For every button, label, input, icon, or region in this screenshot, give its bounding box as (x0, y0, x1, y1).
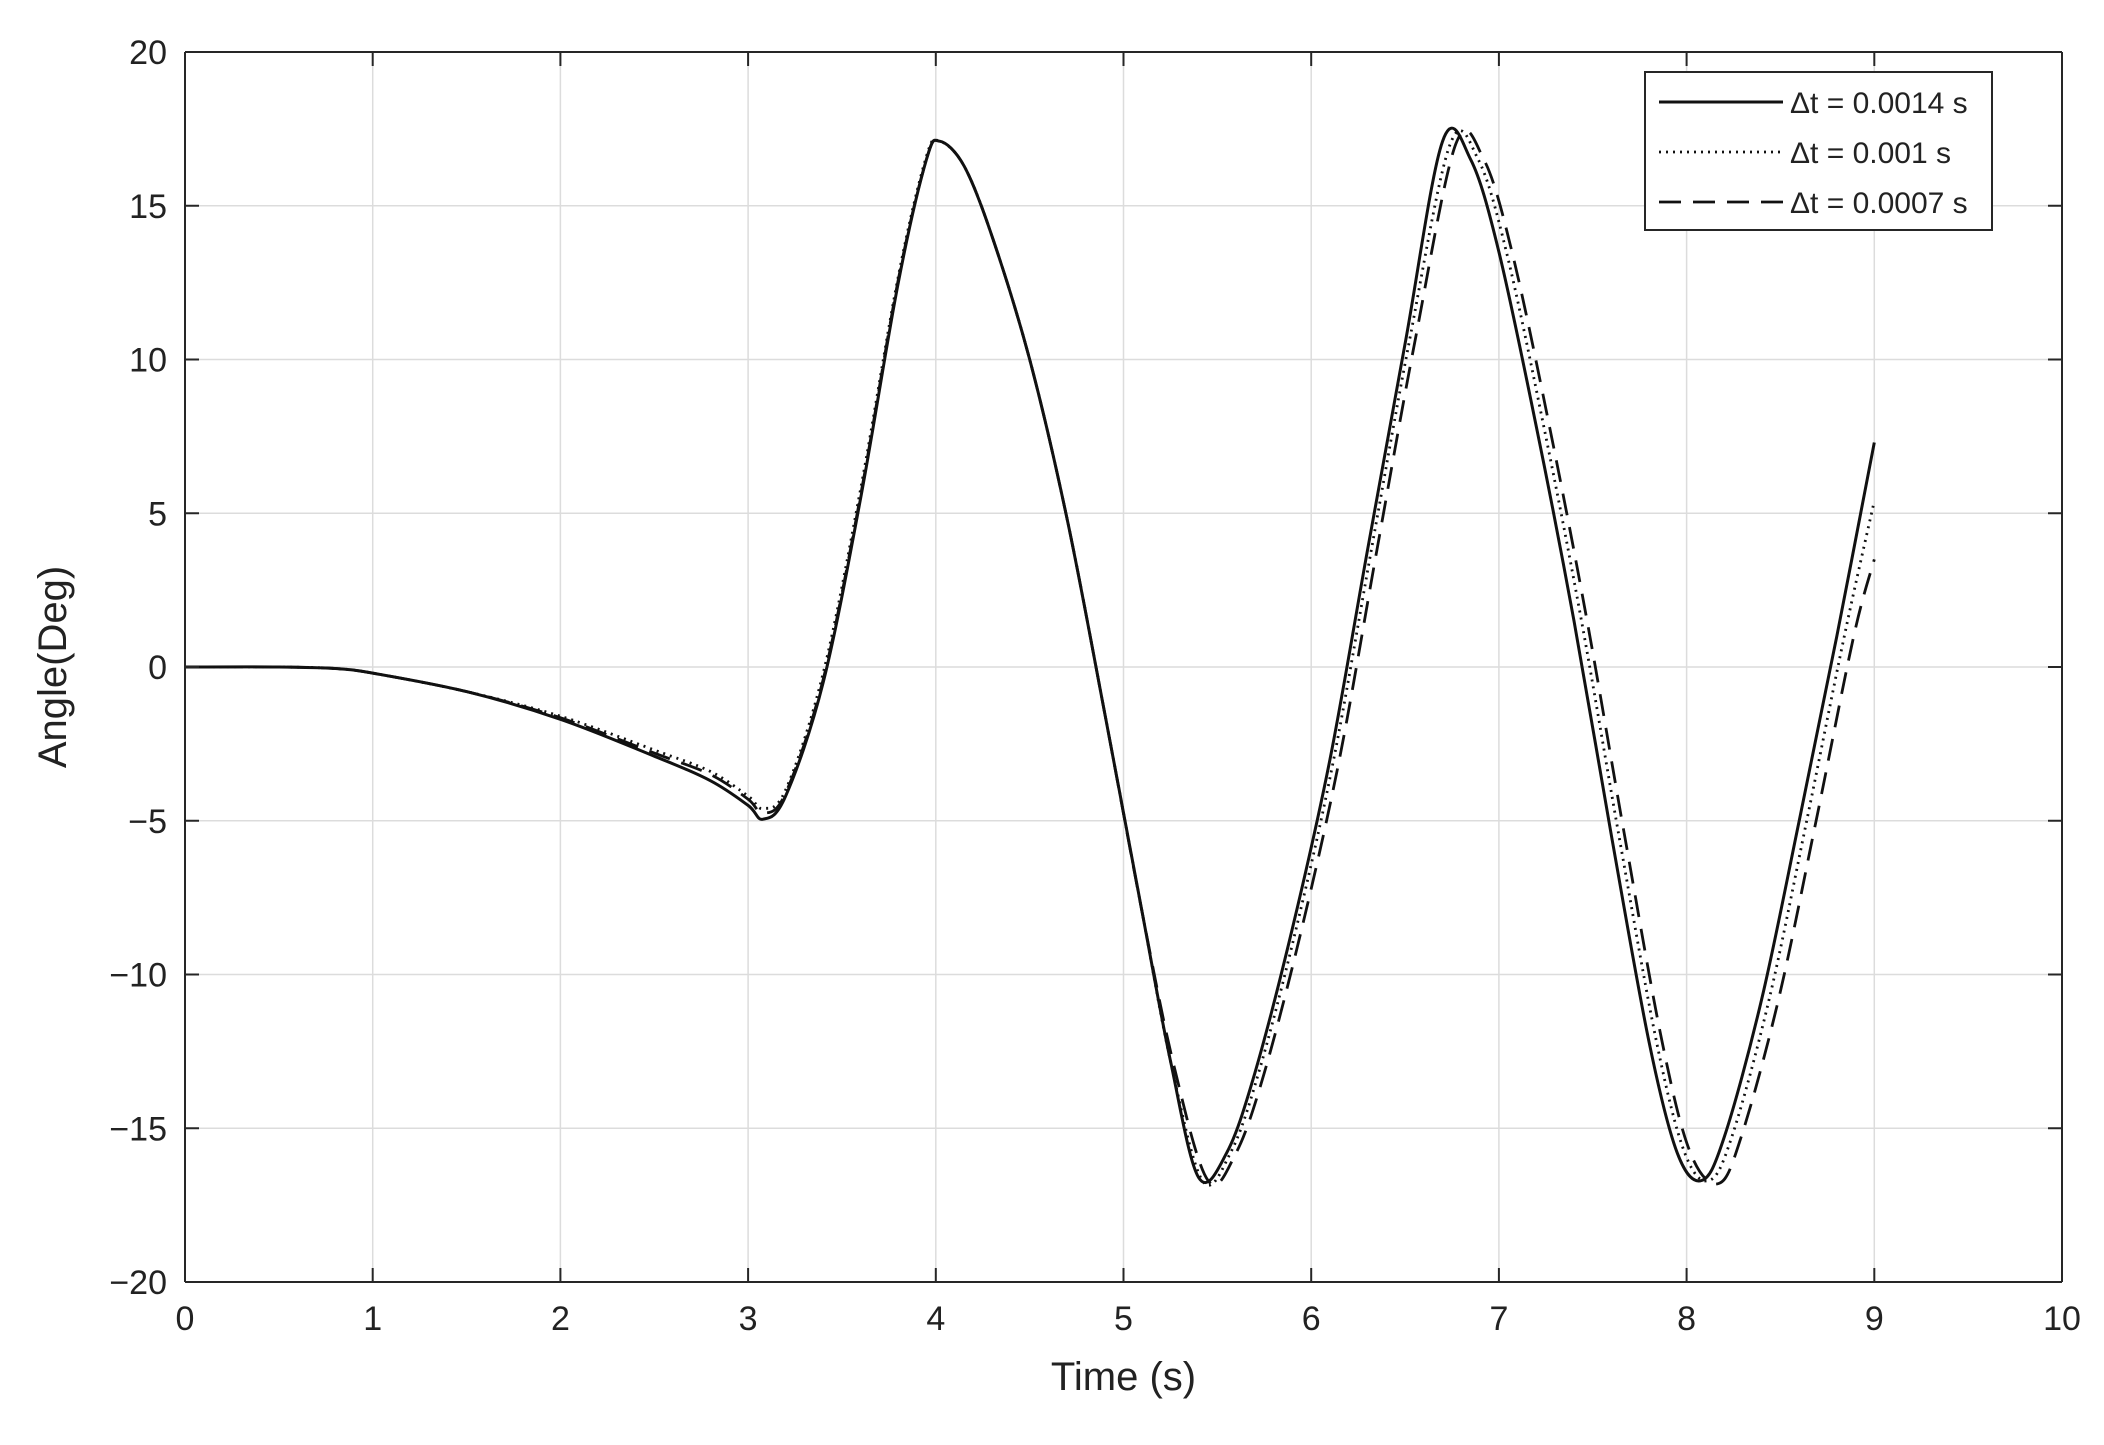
y-axis-title: Angle(Deg) (31, 566, 75, 768)
x-tick-label: 10 (2043, 1300, 2081, 1338)
series-line-3 (184, 129, 1876, 1187)
series-line-1 (184, 126, 1876, 1185)
ticks-layer: 0 1 2 3 4 5 6 7 8 9 10 −20 −15 −10 −5 0 5 10 15 20 (109, 34, 2081, 1338)
y-tick-label: −15 (109, 1110, 167, 1148)
y-tick-label: 0 (148, 649, 167, 687)
y-tick-label: −10 (109, 957, 167, 995)
y-tick-label: 15 (129, 188, 167, 226)
x-tick-label: 7 (1489, 1300, 1508, 1338)
x-axis-title: Time (s) (1051, 1355, 1196, 1399)
x-tick-label: 3 (739, 1300, 758, 1338)
x-tick-label: 9 (1865, 1300, 1884, 1338)
x-tick-label: 5 (1114, 1300, 1133, 1338)
x-tick-label: 4 (926, 1300, 945, 1338)
legend-label-1: Δt = 0.0014 s (1790, 87, 1968, 120)
legend-label-3: Δt = 0.0007 s (1790, 187, 1968, 220)
legend-label-2: Δt = 0.001 s (1790, 137, 1951, 170)
y-tick-label: −5 (128, 803, 167, 841)
x-tick-label: 6 (1302, 1300, 1321, 1338)
y-tick-label: −20 (109, 1264, 167, 1302)
series-layer (184, 126, 1876, 1187)
x-tick-label: 2 (551, 1300, 570, 1338)
legend: Δt = 0.0014 s Δt = 0.001 s Δt = 0.0007 s (1644, 71, 1993, 231)
y-tick-label: 20 (129, 34, 167, 72)
y-tick-label: 5 (148, 495, 167, 533)
x-tick-label: 0 (176, 1300, 195, 1338)
x-tick-label: 8 (1677, 1300, 1696, 1338)
x-tick-label: 1 (363, 1300, 382, 1338)
y-tick-label: 10 (129, 342, 167, 380)
